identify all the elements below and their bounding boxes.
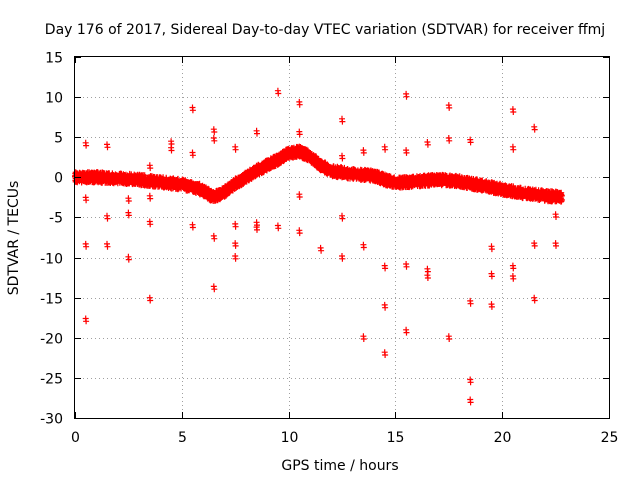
outlier-point — [189, 152, 196, 159]
outlier-point — [488, 246, 495, 253]
outlier-point — [403, 329, 410, 336]
chart-title: Day 176 of 2017, Sidereal Day-to-day VTE… — [45, 22, 605, 38]
outlier-point — [296, 230, 303, 237]
outlier-point — [360, 244, 367, 251]
outlier-point — [446, 336, 453, 342]
outlier-point — [83, 318, 90, 325]
y-tick-label: -30 — [40, 412, 63, 428]
outlier-point — [147, 297, 154, 304]
axis-ticks: 0 5 10 15 20 25 15 10 5 0 -5 -10 -15 -20 -25 -30 — [40, 51, 618, 447]
x-tick-label: 0 — [71, 430, 80, 446]
outlier-point — [382, 304, 389, 311]
y-tick-label: -10 — [40, 252, 63, 268]
outlier-point — [296, 194, 303, 200]
y-tick-label: -5 — [49, 211, 63, 227]
outlier-point — [125, 198, 132, 204]
outlier-point — [467, 379, 474, 386]
outlier-point — [382, 146, 389, 153]
outlier-point — [275, 225, 282, 232]
outlier-point — [189, 224, 196, 231]
outlier-point — [467, 300, 474, 307]
outlier-point — [403, 93, 410, 100]
outlier-point — [147, 195, 154, 202]
outlier-point — [339, 255, 346, 262]
outlier-point — [254, 226, 260, 233]
outlier-point — [403, 263, 410, 270]
outlier-point — [510, 275, 517, 282]
outlier-point — [168, 147, 175, 154]
outlier-point — [232, 223, 239, 230]
outlier-point — [360, 149, 367, 156]
outlier-point — [488, 273, 495, 280]
y-axis-label: SDTVAR / TECUs — [6, 181, 22, 296]
x-tick-label: 5 — [178, 430, 187, 446]
outlier-point — [211, 129, 218, 135]
outlier-point — [424, 275, 431, 281]
outlier-point — [339, 215, 346, 222]
outlier-point — [232, 255, 239, 262]
outlier-point — [467, 399, 474, 406]
y-tick-label: 5 — [54, 131, 63, 147]
outlier-point — [83, 197, 90, 204]
y-tick-label: -25 — [40, 372, 63, 388]
outlier-point — [275, 90, 282, 97]
outlier-point — [104, 144, 111, 151]
y-tick-label: -15 — [40, 292, 63, 308]
outlier-point — [318, 247, 325, 254]
outlier-point — [531, 242, 538, 249]
outlier-point — [382, 265, 389, 272]
outlier-point — [232, 242, 239, 249]
outlier-point — [125, 256, 132, 263]
outlier-point — [254, 130, 260, 137]
plot-frame — [74, 56, 610, 419]
x-axis-label: GPS time / hours — [281, 458, 398, 474]
outlier-point — [531, 126, 538, 133]
outlier-point — [382, 352, 389, 358]
outlier-point — [510, 146, 517, 153]
x-tick-label: 25 — [601, 430, 619, 446]
outlier-point — [147, 165, 154, 172]
y-tick-label: 0 — [54, 171, 63, 187]
data-points — [72, 87, 565, 406]
outlier-point — [211, 137, 218, 144]
y-tick-label: 15 — [45, 51, 63, 67]
outlier-point — [296, 131, 303, 138]
outlier-point — [446, 137, 453, 144]
outlier-point — [147, 221, 154, 228]
outlier-point — [232, 146, 239, 153]
outlier-point — [125, 212, 132, 219]
y-tick-label: 10 — [45, 91, 63, 107]
outlier-point — [510, 109, 517, 115]
outlier-point — [488, 303, 495, 310]
outlier-point — [104, 215, 111, 222]
outlier-point — [467, 139, 474, 146]
outlier-point — [531, 297, 538, 304]
outlier-point — [339, 155, 346, 162]
outlier-point — [189, 107, 196, 114]
grid-layer — [75, 57, 609, 418]
y-tick-label: -20 — [40, 332, 63, 348]
outlier-point — [360, 336, 367, 342]
outlier-point — [83, 142, 90, 149]
outlier-point — [296, 101, 303, 108]
outlier-point — [211, 286, 218, 293]
outlier-point — [211, 235, 218, 242]
outlier-point — [104, 243, 111, 250]
x-tick-label: 10 — [281, 430, 299, 446]
x-tick-label: 20 — [494, 430, 512, 446]
outlier-point — [553, 242, 559, 249]
outlier-point — [553, 214, 559, 220]
outlier-point — [424, 141, 431, 148]
outlier-point — [403, 149, 410, 156]
outlier-point — [83, 243, 90, 250]
outlier-point — [446, 104, 453, 111]
x-tick-label: 15 — [387, 430, 405, 446]
outlier-point — [510, 265, 517, 272]
outlier-point — [339, 118, 346, 125]
